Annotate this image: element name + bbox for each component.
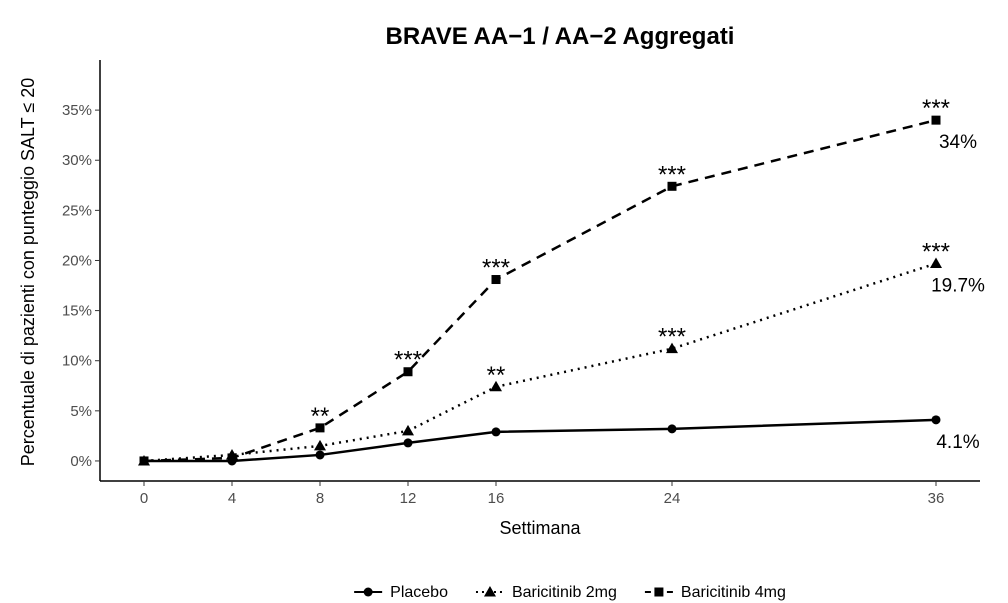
x-tick-label: 4	[228, 490, 236, 507]
series-line	[144, 418, 937, 463]
point	[227, 453, 237, 463]
significance-label: **	[487, 362, 506, 389]
point	[315, 450, 325, 460]
y-tick-label: 0%	[70, 453, 92, 470]
point	[139, 456, 149, 466]
significance-label: ***	[922, 95, 950, 122]
point	[402, 424, 414, 436]
series-line	[143, 118, 937, 463]
point	[667, 181, 677, 191]
point	[491, 275, 501, 285]
significance-label: ***	[482, 255, 510, 282]
significance-label: ***	[658, 161, 686, 188]
legend-label: Baricitinib 2mg	[512, 584, 617, 601]
point	[403, 438, 413, 448]
legend-marker	[654, 587, 664, 597]
y-tick-label: 10%	[62, 353, 92, 370]
legend-marker	[483, 586, 496, 597]
x-axis-label: Settimana	[499, 518, 581, 538]
legend-marker	[363, 587, 373, 597]
significance-label: ***	[922, 238, 950, 265]
y-axis-label: Percentuale di pazienti con punteggio SA…	[18, 78, 38, 466]
point	[314, 439, 326, 451]
value-label: 4.1%	[936, 432, 979, 453]
x-tick-label: 12	[400, 490, 417, 507]
point	[491, 427, 501, 437]
x-tick-label: 36	[928, 490, 945, 507]
significance-label: ***	[394, 347, 422, 374]
value-label: 19.7%	[931, 275, 985, 296]
y-tick-label: 30%	[62, 152, 92, 169]
point	[931, 115, 941, 125]
legend-label: Placebo	[390, 584, 448, 601]
legend: Placebo Baricitinib 2mg Baricitinib 4mg	[354, 584, 786, 601]
point	[490, 380, 502, 392]
x-tick-label: 0	[140, 490, 148, 507]
x-tick-label: 8	[316, 490, 324, 507]
point	[666, 342, 678, 354]
significance-label: ***	[658, 324, 686, 351]
x-tick-label: 24	[664, 490, 681, 507]
point	[930, 257, 942, 268]
y-tick-label: 35%	[62, 102, 92, 119]
y-tick-label: 5%	[70, 403, 92, 420]
chart-title: BRAVE AA−1 / AA−2 Aggregati	[386, 23, 735, 50]
y-tick-label: 20%	[62, 252, 92, 269]
point	[403, 367, 413, 377]
x-tick-label: 16	[488, 490, 505, 507]
y-tick-label: 25%	[62, 202, 92, 219]
significance-label: **	[311, 403, 330, 430]
point	[315, 423, 325, 433]
value-label: 34%	[939, 132, 977, 153]
point	[931, 415, 941, 425]
y-tick-label: 15%	[62, 303, 92, 320]
point	[667, 424, 677, 434]
legend-label: Baricitinib 4mg	[681, 584, 786, 601]
